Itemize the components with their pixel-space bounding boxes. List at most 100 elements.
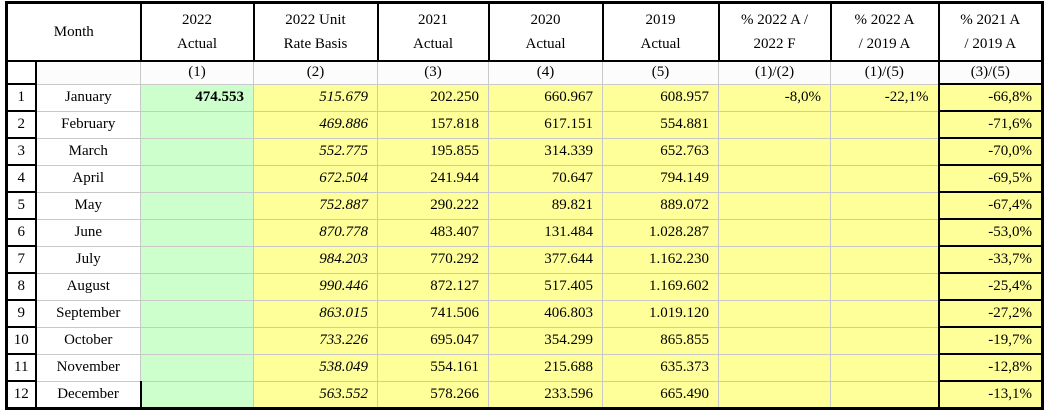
column-header-pct-2022a-2022f[interactable]: % 2022 A / 2022 F [717,1,832,62]
cell-2020-actual[interactable]: 89.821 [488,191,604,220]
cell-pct-2022a-2022f[interactable] [718,218,832,247]
code-month[interactable] [34,60,142,85]
cell-2020-actual[interactable]: 660.967 [488,83,604,112]
cell-2019-actual[interactable]: 652.763 [602,137,720,166]
row-number[interactable]: 11 [5,353,37,382]
column-header-2022-actual[interactable]: 2022 Actual [139,1,255,62]
code-1[interactable]: (1) [140,60,255,85]
code-4[interactable]: (4) [488,60,604,85]
cell-2020-actual[interactable]: 70.647 [488,164,604,193]
cell-month[interactable]: March [34,137,142,166]
cell-2021-actual[interactable]: 872.127 [377,272,490,301]
cell-2022-actual[interactable] [140,110,255,139]
cell-2020-actual[interactable]: 354.299 [488,326,604,355]
cell-pct-2022a-2022f[interactable] [718,326,832,355]
cell-pct-2022a-2022f[interactable] [718,299,832,328]
cell-2021-actual[interactable]: 770.292 [377,245,490,274]
cell-month[interactable]: April [34,164,142,193]
cell-2022-actual[interactable] [140,164,255,193]
row-number[interactable]: 10 [5,326,37,355]
cell-2022-actual[interactable] [140,272,255,301]
column-header-2021-actual[interactable]: 2021 Actual [376,1,490,62]
column-header-2022-unit-rate-basis[interactable]: 2022 Unit Rate Basis [252,1,379,62]
column-header-pct-2021a-2019a[interactable]: % 2021 A / 2019 A [937,1,1044,62]
row-number[interactable]: 2 [5,110,37,139]
cell-2020-actual[interactable]: 314.339 [488,137,604,166]
code-3-5[interactable]: (3)/(5) [937,60,1044,85]
cell-2022-actual[interactable]: 474.553 [140,83,255,112]
cell-pct-2021a-2019a[interactable]: -27,2% [937,299,1044,328]
cell-2020-actual[interactable]: 406.803 [488,299,604,328]
cell-2021-actual[interactable]: 695.047 [377,326,490,355]
row-number[interactable]: 3 [5,137,37,166]
cell-2021-actual[interactable]: 578.266 [377,380,490,409]
code-1-5[interactable]: (1)/(5) [830,60,940,85]
cell-2020-actual[interactable]: 377.644 [488,245,604,274]
cell-2019-actual[interactable]: 1.162.230 [602,245,720,274]
cell-2022-unit-rate[interactable]: 863.015 [253,299,379,328]
cell-pct-2022a-2022f[interactable] [718,137,832,166]
code-1-2[interactable]: (1)/(2) [718,60,832,85]
column-header-month[interactable]: Month [5,1,142,62]
cell-pct-2022a-2022f[interactable] [718,164,832,193]
cell-pct-2022a-2019a[interactable] [830,272,940,301]
cell-month[interactable]: July [34,245,142,274]
cell-2022-actual[interactable] [140,299,255,328]
cell-2019-actual[interactable]: 635.373 [602,353,720,382]
cell-2019-actual[interactable]: 1.028.287 [602,218,720,247]
cell-2022-actual[interactable] [140,245,255,274]
cell-pct-2021a-2019a[interactable]: -12,8% [937,353,1044,382]
cell-pct-2022a-2022f[interactable] [718,272,832,301]
cell-pct-2022a-2019a[interactable]: -22,1% [830,83,940,112]
cell-pct-2022a-2019a[interactable] [830,245,940,274]
column-header-2019-actual[interactable]: 2019 Actual [601,1,720,62]
cell-2021-actual[interactable]: 483.407 [377,218,490,247]
cell-2022-unit-rate[interactable]: 552.775 [253,137,379,166]
cell-pct-2021a-2019a[interactable]: -13,1% [937,380,1044,410]
row-number[interactable]: 1 [5,83,37,112]
cell-2021-actual[interactable]: 741.506 [377,299,490,328]
cell-pct-2021a-2019a[interactable]: -71,6% [937,110,1044,139]
cell-pct-2022a-2019a[interactable] [830,299,940,328]
cell-month[interactable]: December [34,380,142,409]
cell-2021-actual[interactable]: 202.250 [377,83,490,112]
cell-2019-actual[interactable]: 1.019.120 [602,299,720,328]
cell-pct-2022a-2019a[interactable] [830,164,940,193]
cell-2022-actual[interactable] [140,137,255,166]
cell-2022-actual[interactable] [140,218,255,247]
cell-2021-actual[interactable]: 241.944 [377,164,490,193]
cell-2022-actual[interactable] [140,353,255,382]
cell-pct-2022a-2022f[interactable] [718,110,832,139]
cell-2022-unit-rate[interactable]: 469.886 [253,110,379,139]
cell-month[interactable]: November [34,353,142,382]
cell-month[interactable]: May [34,191,142,220]
cell-pct-2022a-2019a[interactable] [830,110,940,139]
row-number[interactable]: 9 [5,299,37,328]
cell-pct-2021a-2019a[interactable]: -67,4% [937,191,1044,220]
cell-2022-unit-rate[interactable]: 984.203 [253,245,379,274]
cell-2022-unit-rate[interactable]: 515.679 [253,83,379,112]
row-number[interactable]: 7 [5,245,37,274]
cell-pct-2022a-2019a[interactable] [830,218,940,247]
cell-2022-unit-rate[interactable]: 752.887 [253,191,379,220]
cell-pct-2021a-2019a[interactable]: -70,0% [937,137,1044,166]
cell-pct-2021a-2019a[interactable]: -25,4% [937,272,1044,301]
cell-pct-2022a-2019a[interactable] [830,137,940,166]
cell-2021-actual[interactable]: 554.161 [377,353,490,382]
cell-month[interactable]: January [34,83,142,112]
row-number-header-box[interactable] [5,60,37,85]
cell-2021-actual[interactable]: 157.818 [377,110,490,139]
cell-2019-actual[interactable]: 608.957 [602,83,720,112]
cell-pct-2021a-2019a[interactable]: -33,7% [937,245,1044,274]
cell-pct-2021a-2019a[interactable]: -19,7% [937,326,1044,355]
row-number[interactable]: 8 [5,272,37,301]
cell-pct-2022a-2022f[interactable] [718,191,832,220]
row-number[interactable]: 4 [5,164,37,193]
cell-2021-actual[interactable]: 290.222 [377,191,490,220]
cell-2022-unit-rate[interactable]: 563.552 [253,380,379,409]
cell-2022-unit-rate[interactable]: 672.504 [253,164,379,193]
cell-month[interactable]: August [34,272,142,301]
cell-month[interactable]: June [34,218,142,247]
cell-2021-actual[interactable]: 195.855 [377,137,490,166]
cell-pct-2022a-2022f[interactable] [718,353,832,382]
